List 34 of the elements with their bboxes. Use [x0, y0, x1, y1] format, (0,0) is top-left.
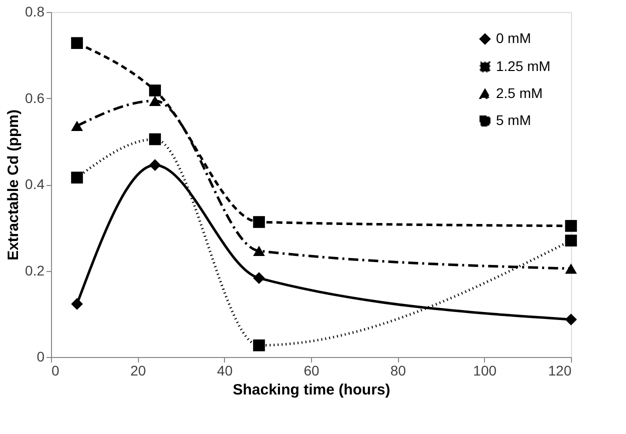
point: [71, 298, 83, 310]
x-tick-label: 80: [390, 362, 406, 378]
point: [565, 314, 577, 326]
x-tick-label: 40: [217, 362, 233, 378]
x-tick-label: 100: [473, 362, 497, 378]
point: [565, 234, 577, 246]
legend-label: 2.5 mM: [496, 85, 543, 101]
x-tick-label: 60: [304, 362, 320, 378]
legend-label: 0 mM: [496, 30, 531, 46]
y-tick-label: 0.8: [25, 4, 45, 20]
y-tick-label: 0.4: [25, 176, 45, 192]
legend-label: 5 mM: [496, 112, 531, 128]
y-tick-label: 0.6: [25, 90, 45, 106]
point: [253, 272, 265, 284]
point: [71, 120, 83, 131]
point: [253, 246, 265, 256]
y-tick-label: 0.2: [25, 262, 45, 278]
y-axis-title: Extractable Cd (ppm): [5, 110, 22, 260]
point: [253, 339, 265, 352]
point: [565, 263, 577, 274]
point: [149, 84, 161, 96]
y-tick-label: 0: [36, 348, 45, 364]
legend-label: 1.25 mM: [496, 58, 550, 74]
point: [253, 216, 265, 228]
x-tick-label: 120: [548, 362, 572, 378]
point: [71, 37, 83, 49]
x-tick-label: 20: [130, 362, 146, 378]
point: [149, 133, 161, 146]
point: [149, 96, 161, 106]
x-tick-label: 0: [52, 362, 60, 378]
x-axis-title: Shacking time (hours): [232, 382, 390, 398]
point: [565, 220, 577, 232]
point: [149, 159, 161, 172]
point: [71, 172, 83, 184]
